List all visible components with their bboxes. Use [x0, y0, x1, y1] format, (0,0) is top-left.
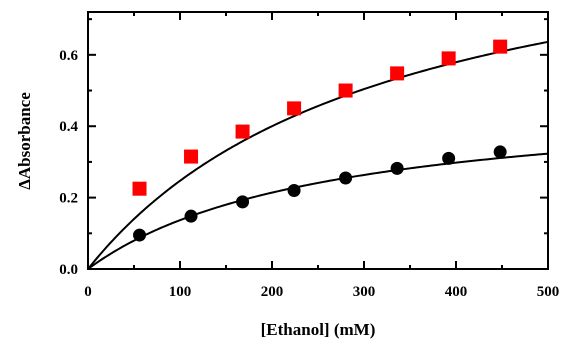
data-point-circle	[133, 228, 147, 242]
data-point-circle	[184, 209, 198, 223]
data-point-circle	[287, 183, 301, 197]
x-tick-label: 100	[169, 284, 192, 300]
data-point-circle	[442, 151, 456, 165]
y-axis-label: ΔAbsorbance	[15, 92, 34, 190]
x-tick-label: 0	[84, 284, 92, 300]
axes	[87, 11, 549, 270]
y-tick-label: 0.2	[59, 191, 78, 207]
data-point-circle	[339, 171, 353, 185]
x-axis-label: [Ethanol] (mM)	[261, 320, 376, 339]
y-tick-label: 0.0	[59, 262, 78, 278]
data-point-square	[235, 124, 250, 139]
data-point-square	[390, 66, 405, 81]
x-tick-label: 200	[261, 284, 284, 300]
data-points	[132, 39, 508, 242]
fit-curve-2	[87, 152, 549, 270]
data-point-square	[493, 39, 508, 54]
data-point-circle	[493, 145, 507, 159]
data-point-circle	[236, 195, 250, 209]
data-point-circle	[390, 161, 404, 175]
x-tick-label: 300	[353, 284, 376, 300]
data-point-square	[441, 51, 456, 66]
data-point-square	[338, 83, 353, 98]
x-tick-label: 400	[445, 284, 468, 300]
data-point-square	[132, 181, 147, 196]
data-point-square	[184, 149, 199, 164]
y-tick-label: 0.6	[59, 48, 78, 64]
fit-curves	[87, 40, 549, 270]
fit-curve-1	[87, 40, 549, 270]
x-tick-label: 500	[537, 284, 560, 300]
data-point-square	[287, 101, 302, 116]
y-tick-label: 0.4	[59, 119, 78, 135]
tick-labels: 0 100 200 300 400 500 0.0 0.2 0.4 0.6	[59, 48, 559, 300]
